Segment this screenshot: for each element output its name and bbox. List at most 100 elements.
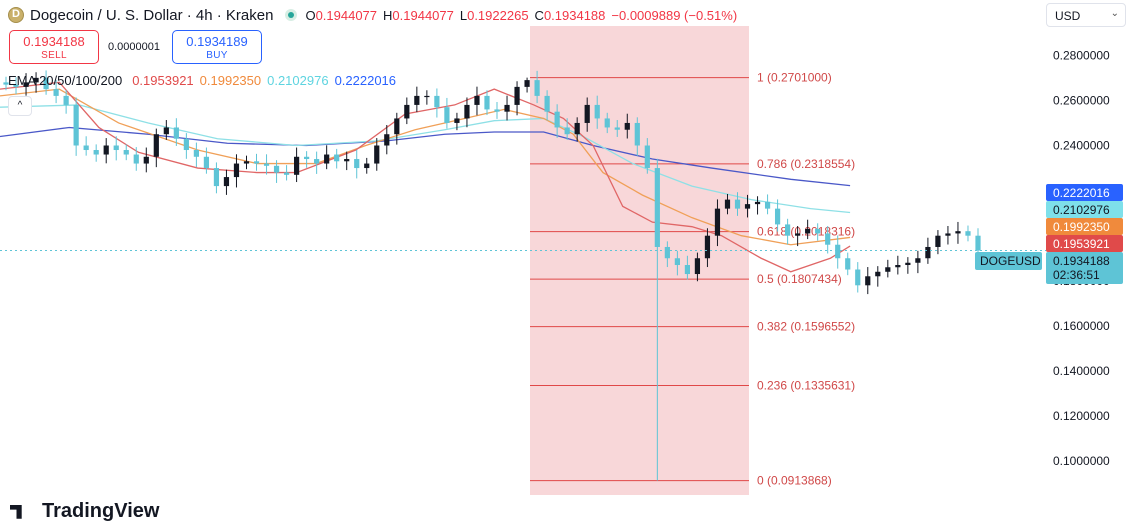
buy-label: BUY bbox=[206, 50, 228, 61]
open-label: O bbox=[305, 7, 316, 23]
candle bbox=[213, 162, 220, 194]
collapse-legend-button[interactable]: ^ bbox=[8, 96, 32, 116]
candle bbox=[334, 148, 340, 169]
candle-body bbox=[233, 163, 240, 178]
high-label: H bbox=[383, 7, 393, 23]
candle-body bbox=[163, 127, 169, 135]
symbol-title[interactable]: Dogecoin / U. S. Dollar · 4h · Kraken bbox=[30, 6, 274, 24]
ema-badge-bg bbox=[1046, 184, 1123, 201]
candle-body bbox=[253, 161, 260, 164]
candle-body bbox=[885, 267, 891, 272]
candle bbox=[444, 97, 450, 129]
tradingview-logo-icon bbox=[10, 504, 22, 519]
candle bbox=[785, 218, 791, 245]
candle-body bbox=[83, 145, 89, 151]
candle bbox=[955, 221, 961, 244]
candle bbox=[183, 133, 189, 159]
candle-body bbox=[434, 95, 440, 108]
candle bbox=[905, 257, 911, 274]
candle bbox=[514, 81, 520, 116]
candle-body bbox=[915, 258, 921, 263]
low-label: L bbox=[459, 7, 468, 23]
candle-body bbox=[624, 122, 630, 130]
candle-body bbox=[23, 82, 29, 87]
buy-button[interactable]: 0.1934189 BUY bbox=[172, 30, 262, 64]
candle bbox=[203, 147, 210, 174]
fib-label-1: 1 (0.2701000) bbox=[757, 71, 832, 85]
candle-body bbox=[544, 95, 550, 112]
fib-label-0.382: 0.382 (0.1596552) bbox=[757, 320, 855, 334]
candle bbox=[945, 226, 951, 245]
candle-body bbox=[674, 258, 680, 266]
candle-body bbox=[965, 231, 971, 236]
candle bbox=[744, 194, 751, 218]
candle bbox=[123, 144, 129, 161]
bar-countdown: 02:36:51 bbox=[1053, 268, 1100, 282]
candle bbox=[143, 147, 149, 173]
ema-badge: 0.1953921 bbox=[1046, 235, 1123, 252]
candle-body bbox=[584, 104, 590, 123]
candle bbox=[93, 144, 99, 162]
candle-body bbox=[384, 134, 390, 146]
candle bbox=[474, 86, 480, 116]
low-value: 0.1922265 bbox=[467, 7, 529, 23]
fibonacci-retracement[interactable]: 1 (0.2701000)0.786 (0.2318554)0.618 (0.2… bbox=[530, 71, 855, 488]
tradingview-logo: TradingView bbox=[10, 500, 159, 523]
candle-body bbox=[734, 199, 741, 209]
candle-body bbox=[364, 163, 370, 169]
candle bbox=[13, 77, 19, 95]
candle-body bbox=[504, 104, 510, 112]
candle-body bbox=[304, 156, 310, 160]
candle bbox=[63, 90, 69, 114]
candle bbox=[594, 95, 600, 129]
candle-body bbox=[694, 258, 701, 275]
candles[interactable] bbox=[3, 70, 981, 481]
candle-body bbox=[644, 145, 650, 169]
candle bbox=[965, 225, 971, 242]
fib-label-0.236: 0.236 (0.1335631) bbox=[757, 378, 855, 392]
candle bbox=[714, 199, 721, 247]
price-badges: 0.2222016 0.2102976 0.1992350 0.1953921 DOGE… bbox=[975, 184, 1123, 284]
ema-badge-value: 0.1992350 bbox=[1053, 220, 1110, 234]
currency-value: USD bbox=[1055, 9, 1081, 23]
ema-lines bbox=[0, 81, 851, 273]
candle bbox=[564, 118, 570, 140]
currency-select[interactable]: USD ⌄ bbox=[1046, 3, 1126, 27]
high-value: 0.1944077 bbox=[392, 7, 454, 23]
dogecoin-icon bbox=[8, 7, 24, 23]
candle bbox=[544, 90, 550, 121]
candle-body bbox=[805, 228, 811, 234]
candle bbox=[243, 155, 250, 170]
candle-body bbox=[815, 228, 821, 234]
candle-body bbox=[935, 235, 941, 247]
ohlc-high: H0.1944077 bbox=[383, 8, 454, 23]
candle-body bbox=[143, 156, 149, 164]
candle-body bbox=[514, 86, 520, 105]
candle bbox=[754, 196, 761, 215]
candle-body bbox=[865, 276, 871, 286]
candle bbox=[374, 138, 380, 171]
ema20-line bbox=[0, 81, 851, 273]
candle-body bbox=[283, 172, 290, 175]
candle bbox=[554, 104, 560, 138]
ema-legend[interactable]: EMA 20/50/100/200 0.1953921 0.1992350 0.… bbox=[8, 73, 396, 88]
candle-body bbox=[724, 199, 731, 209]
candle bbox=[584, 97, 590, 132]
ema-badge-value: 0.1953921 bbox=[1053, 237, 1110, 251]
ema-badge-value: 0.2222016 bbox=[1053, 186, 1110, 200]
candle-body bbox=[63, 95, 69, 105]
candle bbox=[53, 79, 59, 104]
ema-badge-bg bbox=[1046, 201, 1123, 218]
candle-body bbox=[795, 233, 801, 236]
candle bbox=[23, 73, 29, 96]
candle bbox=[404, 97, 410, 125]
sell-button[interactable]: 0.1934188 SELL bbox=[9, 30, 99, 64]
y-tick-label: 0.2400000 bbox=[1053, 139, 1110, 153]
candle bbox=[524, 77, 530, 93]
sell-price: 0.1934188 bbox=[23, 34, 85, 49]
candle-body bbox=[634, 122, 640, 146]
candle-body bbox=[895, 265, 901, 268]
candle bbox=[454, 112, 460, 131]
candle-body bbox=[714, 208, 721, 236]
